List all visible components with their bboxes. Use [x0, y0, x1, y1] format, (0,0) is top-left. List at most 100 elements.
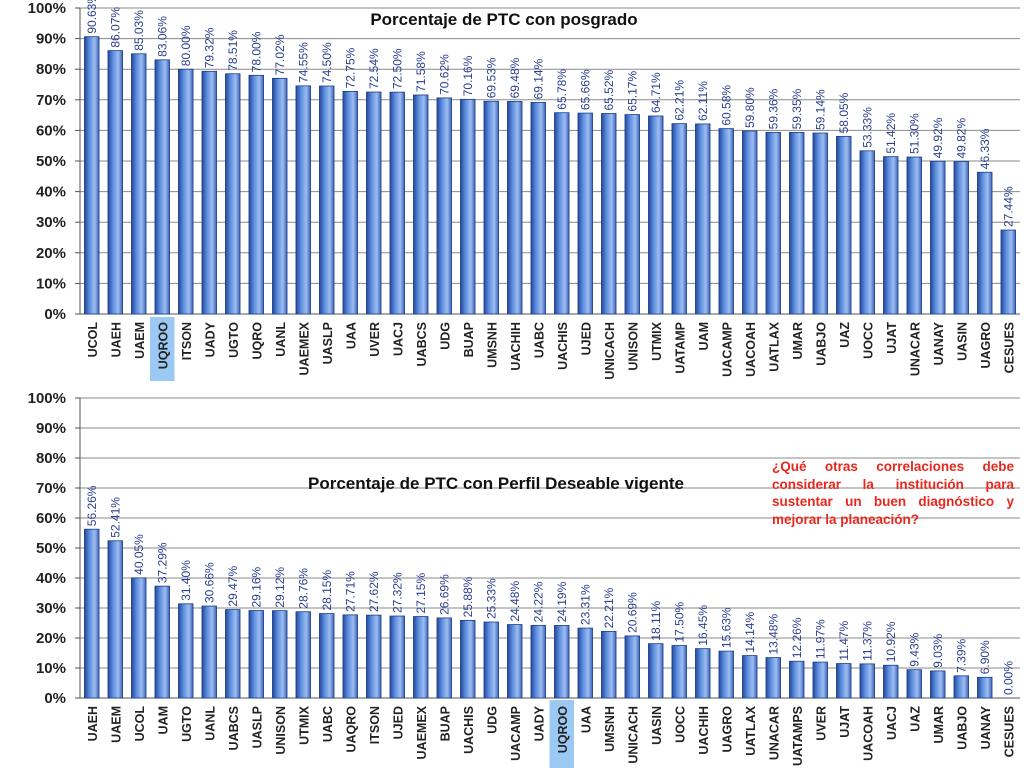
bar	[295, 85, 311, 315]
bar	[84, 36, 100, 315]
category-label: UAM	[697, 322, 711, 350]
bar	[436, 97, 452, 315]
data-label: 25.88%	[461, 576, 475, 617]
data-label: 72.75%	[343, 47, 357, 88]
y-tick-label: 70%	[36, 480, 66, 497]
data-label: 52.41%	[108, 497, 122, 538]
category-label: UAEMEX	[297, 321, 311, 375]
highlight-band	[150, 317, 175, 381]
category-label: UABCS	[227, 706, 241, 750]
category-label: UACJ	[391, 322, 405, 356]
data-label: 86.07%	[108, 7, 122, 48]
bar	[695, 123, 711, 315]
data-label: 49.82%	[954, 118, 968, 159]
bar	[718, 650, 734, 699]
bar	[765, 131, 781, 315]
data-label: 69.48%	[508, 57, 522, 98]
data-label: 11.47%	[837, 620, 851, 660]
category-label: UJAT	[885, 322, 899, 354]
data-label: 27.15%	[414, 573, 428, 614]
bar	[953, 675, 969, 699]
data-label: 23.31%	[578, 584, 592, 625]
y-tick-label: 40%	[36, 184, 66, 201]
bar	[178, 68, 194, 315]
data-label: 58.05%	[837, 92, 851, 133]
bar	[107, 540, 123, 699]
category-label: UACHIS	[556, 322, 570, 370]
bar	[366, 91, 382, 315]
category-label: UAA	[579, 706, 593, 733]
category-label: UABC	[321, 706, 335, 742]
data-label: 22.21%	[602, 587, 616, 628]
category-label: UACHIH	[697, 706, 711, 755]
bar	[554, 625, 570, 699]
bar	[624, 635, 640, 699]
bar	[648, 115, 664, 315]
data-label: 72.54%	[367, 48, 381, 89]
bar	[930, 670, 946, 699]
category-label: UMAR	[791, 322, 805, 360]
y-tick-label: 10%	[36, 275, 66, 292]
data-label: 27.62%	[367, 571, 381, 612]
bar	[483, 621, 499, 699]
bar	[789, 131, 805, 315]
data-label: 71.58%	[414, 51, 428, 92]
bar	[483, 100, 499, 315]
bar	[859, 150, 875, 315]
category-label: UDG	[438, 322, 452, 350]
bar	[507, 624, 523, 699]
data-label: 51.42%	[884, 113, 898, 154]
data-label: 9.43%	[907, 632, 921, 666]
data-label: 65.52%	[602, 69, 616, 110]
data-label: 0.00%	[1001, 661, 1015, 695]
category-label: UACOAH	[861, 706, 875, 761]
bar	[460, 619, 476, 699]
data-label: 27.44%	[1001, 186, 1015, 227]
category-label: UVER	[368, 322, 382, 357]
y-tick-label: 50%	[36, 540, 66, 557]
data-label: 59.35%	[790, 88, 804, 129]
category-label: UNISON	[626, 322, 640, 371]
bar	[648, 643, 664, 699]
y-tick-label: 0%	[44, 690, 66, 707]
bar	[389, 91, 405, 315]
category-label: UABJO	[955, 706, 969, 750]
category-label: UJAT	[838, 706, 852, 738]
bar	[883, 156, 899, 315]
bar	[178, 603, 194, 699]
bar	[413, 616, 429, 699]
bar	[295, 611, 311, 699]
data-label: 15.63%	[719, 607, 733, 648]
category-label: UGTO	[227, 322, 241, 358]
category-label: BUAP	[462, 322, 476, 357]
category-label: UAEH	[86, 706, 100, 741]
category-label: UDG	[485, 706, 499, 734]
category-label: UATAMP	[673, 322, 687, 374]
data-label: 20.69%	[625, 592, 639, 633]
bar	[577, 112, 593, 315]
category-label: UACOAH	[744, 322, 758, 377]
data-label: 27.71%	[343, 571, 357, 612]
data-label: 78.51%	[226, 30, 240, 71]
category-label: UOCC	[673, 706, 687, 743]
category-label: UQROO	[556, 706, 570, 754]
category-label: UANAY	[979, 705, 993, 749]
data-label: 64.71%	[649, 72, 663, 113]
category-label: UGTO	[180, 706, 194, 742]
bar	[84, 528, 100, 699]
bar	[859, 663, 875, 699]
category-label: UATAMPS	[791, 706, 805, 766]
data-label: 62.21%	[672, 80, 686, 121]
data-label: 7.39%	[954, 638, 968, 672]
data-label: 11.97%	[813, 619, 827, 659]
bar	[1000, 229, 1016, 315]
category-label: UCOL	[133, 706, 147, 742]
category-label: ITSON	[368, 706, 382, 744]
data-label: 37.29%	[155, 542, 169, 583]
bar	[248, 74, 264, 315]
bar	[460, 98, 476, 315]
bar	[201, 605, 217, 699]
data-label: 14.14%	[743, 612, 757, 653]
data-label: 51.30%	[907, 113, 921, 154]
category-label: UAA	[344, 322, 358, 349]
